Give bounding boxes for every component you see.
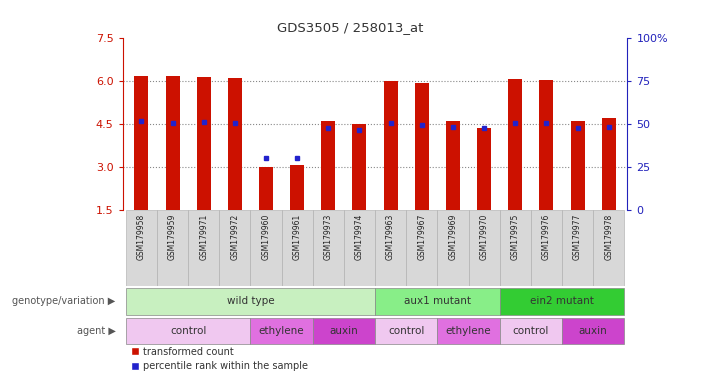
- Bar: [375, 210, 406, 286]
- Text: GSM179972: GSM179972: [231, 214, 239, 260]
- Text: control: control: [170, 326, 206, 336]
- Text: auxin: auxin: [329, 326, 358, 336]
- Bar: [219, 210, 250, 286]
- Text: GSM179971: GSM179971: [199, 214, 208, 260]
- Bar: [477, 128, 491, 210]
- Bar: [593, 210, 625, 286]
- Bar: [344, 210, 375, 286]
- Text: GSM179958: GSM179958: [137, 214, 146, 260]
- Bar: [157, 210, 188, 286]
- Bar: [250, 210, 282, 286]
- Bar: [197, 77, 211, 210]
- Bar: [375, 288, 500, 314]
- Bar: [531, 210, 562, 286]
- Bar: [406, 210, 437, 286]
- Text: GSM179978: GSM179978: [604, 214, 613, 260]
- Bar: [500, 210, 531, 286]
- Bar: [375, 318, 437, 344]
- Text: GSM179970: GSM179970: [479, 214, 489, 260]
- Bar: [125, 288, 375, 314]
- Text: ethylene: ethylene: [259, 326, 304, 336]
- Legend: transformed count, percentile rank within the sample: transformed count, percentile rank withi…: [128, 343, 312, 375]
- Text: GSM179960: GSM179960: [261, 214, 271, 260]
- Bar: [415, 83, 429, 210]
- Text: wild type: wild type: [226, 296, 274, 306]
- Text: GDS3505 / 258013_at: GDS3505 / 258013_at: [278, 21, 423, 34]
- Bar: [282, 210, 313, 286]
- Bar: [383, 81, 397, 210]
- Bar: [571, 121, 585, 210]
- Bar: [135, 76, 149, 210]
- Text: agent ▶: agent ▶: [77, 326, 116, 336]
- Bar: [259, 167, 273, 210]
- Bar: [601, 118, 615, 210]
- Bar: [468, 210, 500, 286]
- Text: GSM179963: GSM179963: [386, 214, 395, 260]
- Bar: [437, 318, 500, 344]
- Bar: [290, 165, 304, 210]
- Text: GSM179967: GSM179967: [417, 214, 426, 260]
- Bar: [500, 288, 625, 314]
- Text: control: control: [512, 326, 549, 336]
- Bar: [508, 79, 522, 210]
- Text: GSM179977: GSM179977: [573, 214, 582, 260]
- Bar: [313, 210, 344, 286]
- Bar: [125, 318, 250, 344]
- Text: GSM179969: GSM179969: [449, 214, 458, 260]
- Text: ethylene: ethylene: [446, 326, 491, 336]
- Text: GSM179961: GSM179961: [292, 214, 301, 260]
- Bar: [562, 318, 625, 344]
- Bar: [500, 318, 562, 344]
- Bar: [165, 76, 179, 210]
- Text: aux1 mutant: aux1 mutant: [404, 296, 471, 306]
- Bar: [313, 318, 375, 344]
- Bar: [437, 210, 468, 286]
- Text: GSM179973: GSM179973: [324, 214, 333, 260]
- Text: GSM179974: GSM179974: [355, 214, 364, 260]
- Text: GSM179975: GSM179975: [511, 214, 519, 260]
- Bar: [562, 210, 593, 286]
- Text: GSM179976: GSM179976: [542, 214, 551, 260]
- Bar: [321, 121, 335, 210]
- Text: GSM179959: GSM179959: [168, 214, 177, 260]
- Text: control: control: [388, 326, 424, 336]
- Bar: [125, 210, 157, 286]
- Bar: [353, 124, 367, 210]
- Text: ein2 mutant: ein2 mutant: [530, 296, 594, 306]
- Bar: [539, 80, 553, 210]
- Bar: [188, 210, 219, 286]
- Bar: [250, 318, 313, 344]
- Bar: [228, 78, 242, 210]
- Text: auxin: auxin: [579, 326, 608, 336]
- Text: genotype/variation ▶: genotype/variation ▶: [13, 296, 116, 306]
- Bar: [446, 121, 460, 210]
